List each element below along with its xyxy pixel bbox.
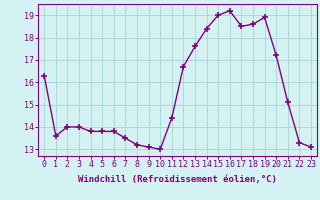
X-axis label: Windchill (Refroidissement éolien,°C): Windchill (Refroidissement éolien,°C) (78, 175, 277, 184)
